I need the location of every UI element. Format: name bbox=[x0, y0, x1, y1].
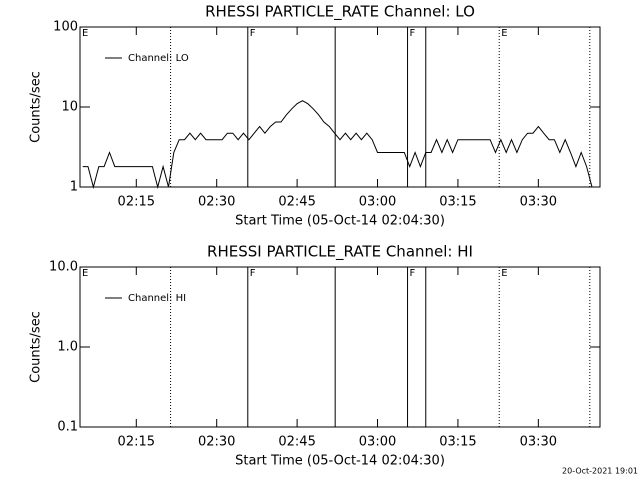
legend-label: Channel: HI bbox=[128, 293, 186, 304]
x-tick-label: 02:30 bbox=[198, 195, 235, 210]
panel-title: RHESSI PARTICLE_RATE Channel: LO bbox=[205, 3, 475, 22]
x-tick-label: 03:15 bbox=[439, 435, 476, 450]
event-label: E bbox=[82, 268, 88, 279]
x-tick-label: 03:00 bbox=[359, 195, 396, 210]
legend-label: Channel: LO bbox=[128, 53, 189, 64]
y-axis-label: Counts/sec bbox=[29, 311, 44, 383]
timestamp: 20-Oct-2021 19:01 bbox=[562, 467, 638, 476]
event-label: F bbox=[250, 268, 256, 279]
y-tick-label: 1.0 bbox=[57, 340, 78, 355]
x-tick-label: 02:15 bbox=[118, 195, 155, 210]
x-tick-label: 03:00 bbox=[359, 435, 396, 450]
y-tick-label: 10.0 bbox=[49, 260, 78, 275]
x-tick-label: 02:45 bbox=[278, 435, 315, 450]
event-label: F bbox=[410, 268, 416, 279]
event-label: F bbox=[410, 28, 416, 39]
event-label: E bbox=[82, 28, 88, 39]
event-label: E bbox=[501, 28, 507, 39]
y-axis-label: Counts/sec bbox=[29, 71, 44, 143]
y-tick-label: 1 bbox=[70, 180, 78, 195]
event-label: E bbox=[501, 268, 507, 279]
x-tick-label: 02:30 bbox=[198, 435, 235, 450]
plot-frame bbox=[79, 26, 601, 188]
x-tick-label: 03:15 bbox=[439, 195, 476, 210]
y-tick-label: 100 bbox=[53, 20, 78, 35]
y-tick-label: 0.1 bbox=[57, 420, 78, 435]
event-label: F bbox=[250, 28, 256, 39]
plot-frame bbox=[79, 266, 601, 428]
data-line bbox=[82, 100, 593, 189]
y-tick-label: 10 bbox=[61, 100, 78, 115]
x-tick-label: 02:15 bbox=[118, 435, 155, 450]
x-axis-label: Start Time (05-Oct-14 02:04:30) bbox=[235, 454, 445, 469]
x-tick-label: 03:30 bbox=[520, 435, 557, 450]
panel-title: RHESSI PARTICLE_RATE Channel: HI bbox=[207, 243, 473, 262]
x-tick-label: 03:30 bbox=[520, 195, 557, 210]
x-tick-label: 02:45 bbox=[278, 195, 315, 210]
x-axis-label: Start Time (05-Oct-14 02:04:30) bbox=[235, 214, 445, 229]
